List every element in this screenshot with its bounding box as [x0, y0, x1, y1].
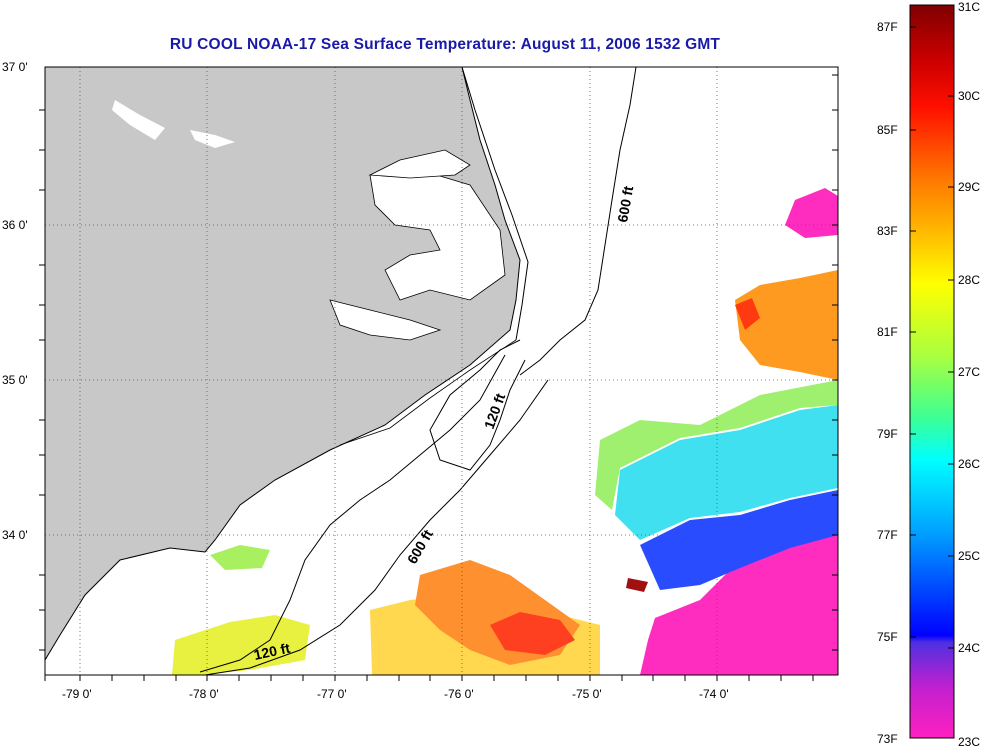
sst-patch-yellow — [172, 615, 310, 675]
colorbar-label-f: 79F — [877, 427, 898, 441]
sst-data-layer — [172, 188, 838, 675]
sst-patch-orange — [735, 270, 838, 380]
grid — [45, 67, 838, 675]
sst-patch-magenta — [785, 188, 838, 238]
colorbar-label-c: 23C — [958, 735, 980, 749]
sst-patch-red — [735, 298, 760, 330]
colorbar-label-f: 75F — [877, 630, 898, 644]
outer-banks — [461, 67, 529, 341]
inland-lake — [190, 130, 235, 148]
sst-patch-magenta — [640, 530, 838, 675]
sst-patch-green — [595, 380, 838, 510]
colorbar-label-c: 24C — [958, 641, 980, 655]
contour-label-600ft: 600 ft — [614, 184, 636, 223]
sst-patch-green — [210, 545, 270, 570]
contour-label-600ft: 600 ft — [404, 527, 436, 567]
lon-label: -78 0' — [189, 687, 219, 701]
colorbar-label-f: 77F — [877, 528, 898, 542]
colorbar-label-c: 27C — [958, 365, 980, 379]
inland-lake — [112, 100, 165, 140]
neuse-river — [329, 299, 442, 341]
colorbar-label-c: 25C — [958, 549, 980, 563]
chart-title: RU COOL NOAA-17 Sea Surface Temperature:… — [169, 36, 721, 53]
colorbar-label-f: 87F — [877, 20, 898, 34]
colorbar-label-c: 28C — [958, 273, 980, 287]
colorbar — [909, 4, 955, 739]
colorbar-ticks — [910, 26, 954, 649]
lon-label: -76 0' — [444, 687, 474, 701]
axis-ticks — [39, 74, 838, 681]
colorbar-label-c: 26C — [958, 457, 980, 471]
contour-label-120ft: 120 ft — [252, 640, 291, 663]
sst-patch-red — [490, 612, 575, 655]
pamlico-sound — [369, 169, 506, 301]
lon-label: -77 0' — [317, 687, 347, 701]
colorbar-label-f: 83F — [877, 224, 898, 238]
shoreline — [339, 339, 517, 446]
colorbar-label-c: 30C — [958, 89, 980, 103]
lon-label: -74 0' — [699, 687, 729, 701]
map-frame — [44, 66, 839, 676]
lat-label: 34 0' — [2, 528, 28, 542]
bathymetry-contours — [199, 67, 637, 675]
colorbar-label-f: 73F — [877, 732, 898, 746]
contour-600ft — [519, 67, 637, 376]
sst-patch-cyan — [615, 405, 838, 540]
sst-patch-blue — [640, 490, 838, 590]
contour-120ft — [429, 339, 526, 471]
lon-label: -75 0' — [572, 687, 602, 701]
lat-label: 36 0' — [2, 218, 28, 232]
colorbar-label-c: 29C — [958, 180, 980, 194]
lat-label: 35 0' — [2, 373, 28, 387]
sst-patch-darkred — [626, 578, 648, 592]
contour-600ft — [204, 379, 549, 675]
colorbar-label-f: 85F — [877, 123, 898, 137]
colorbar-label-c: 31C — [958, 0, 980, 14]
colorbar-label-f: 81F — [877, 325, 898, 339]
contour-120ft — [199, 354, 506, 673]
lon-label: -79 0' — [62, 687, 92, 701]
lat-label: 37 0' — [2, 60, 28, 74]
albemarle-sound — [368, 149, 471, 179]
contour-label-120ft: 120 ft — [481, 391, 509, 431]
